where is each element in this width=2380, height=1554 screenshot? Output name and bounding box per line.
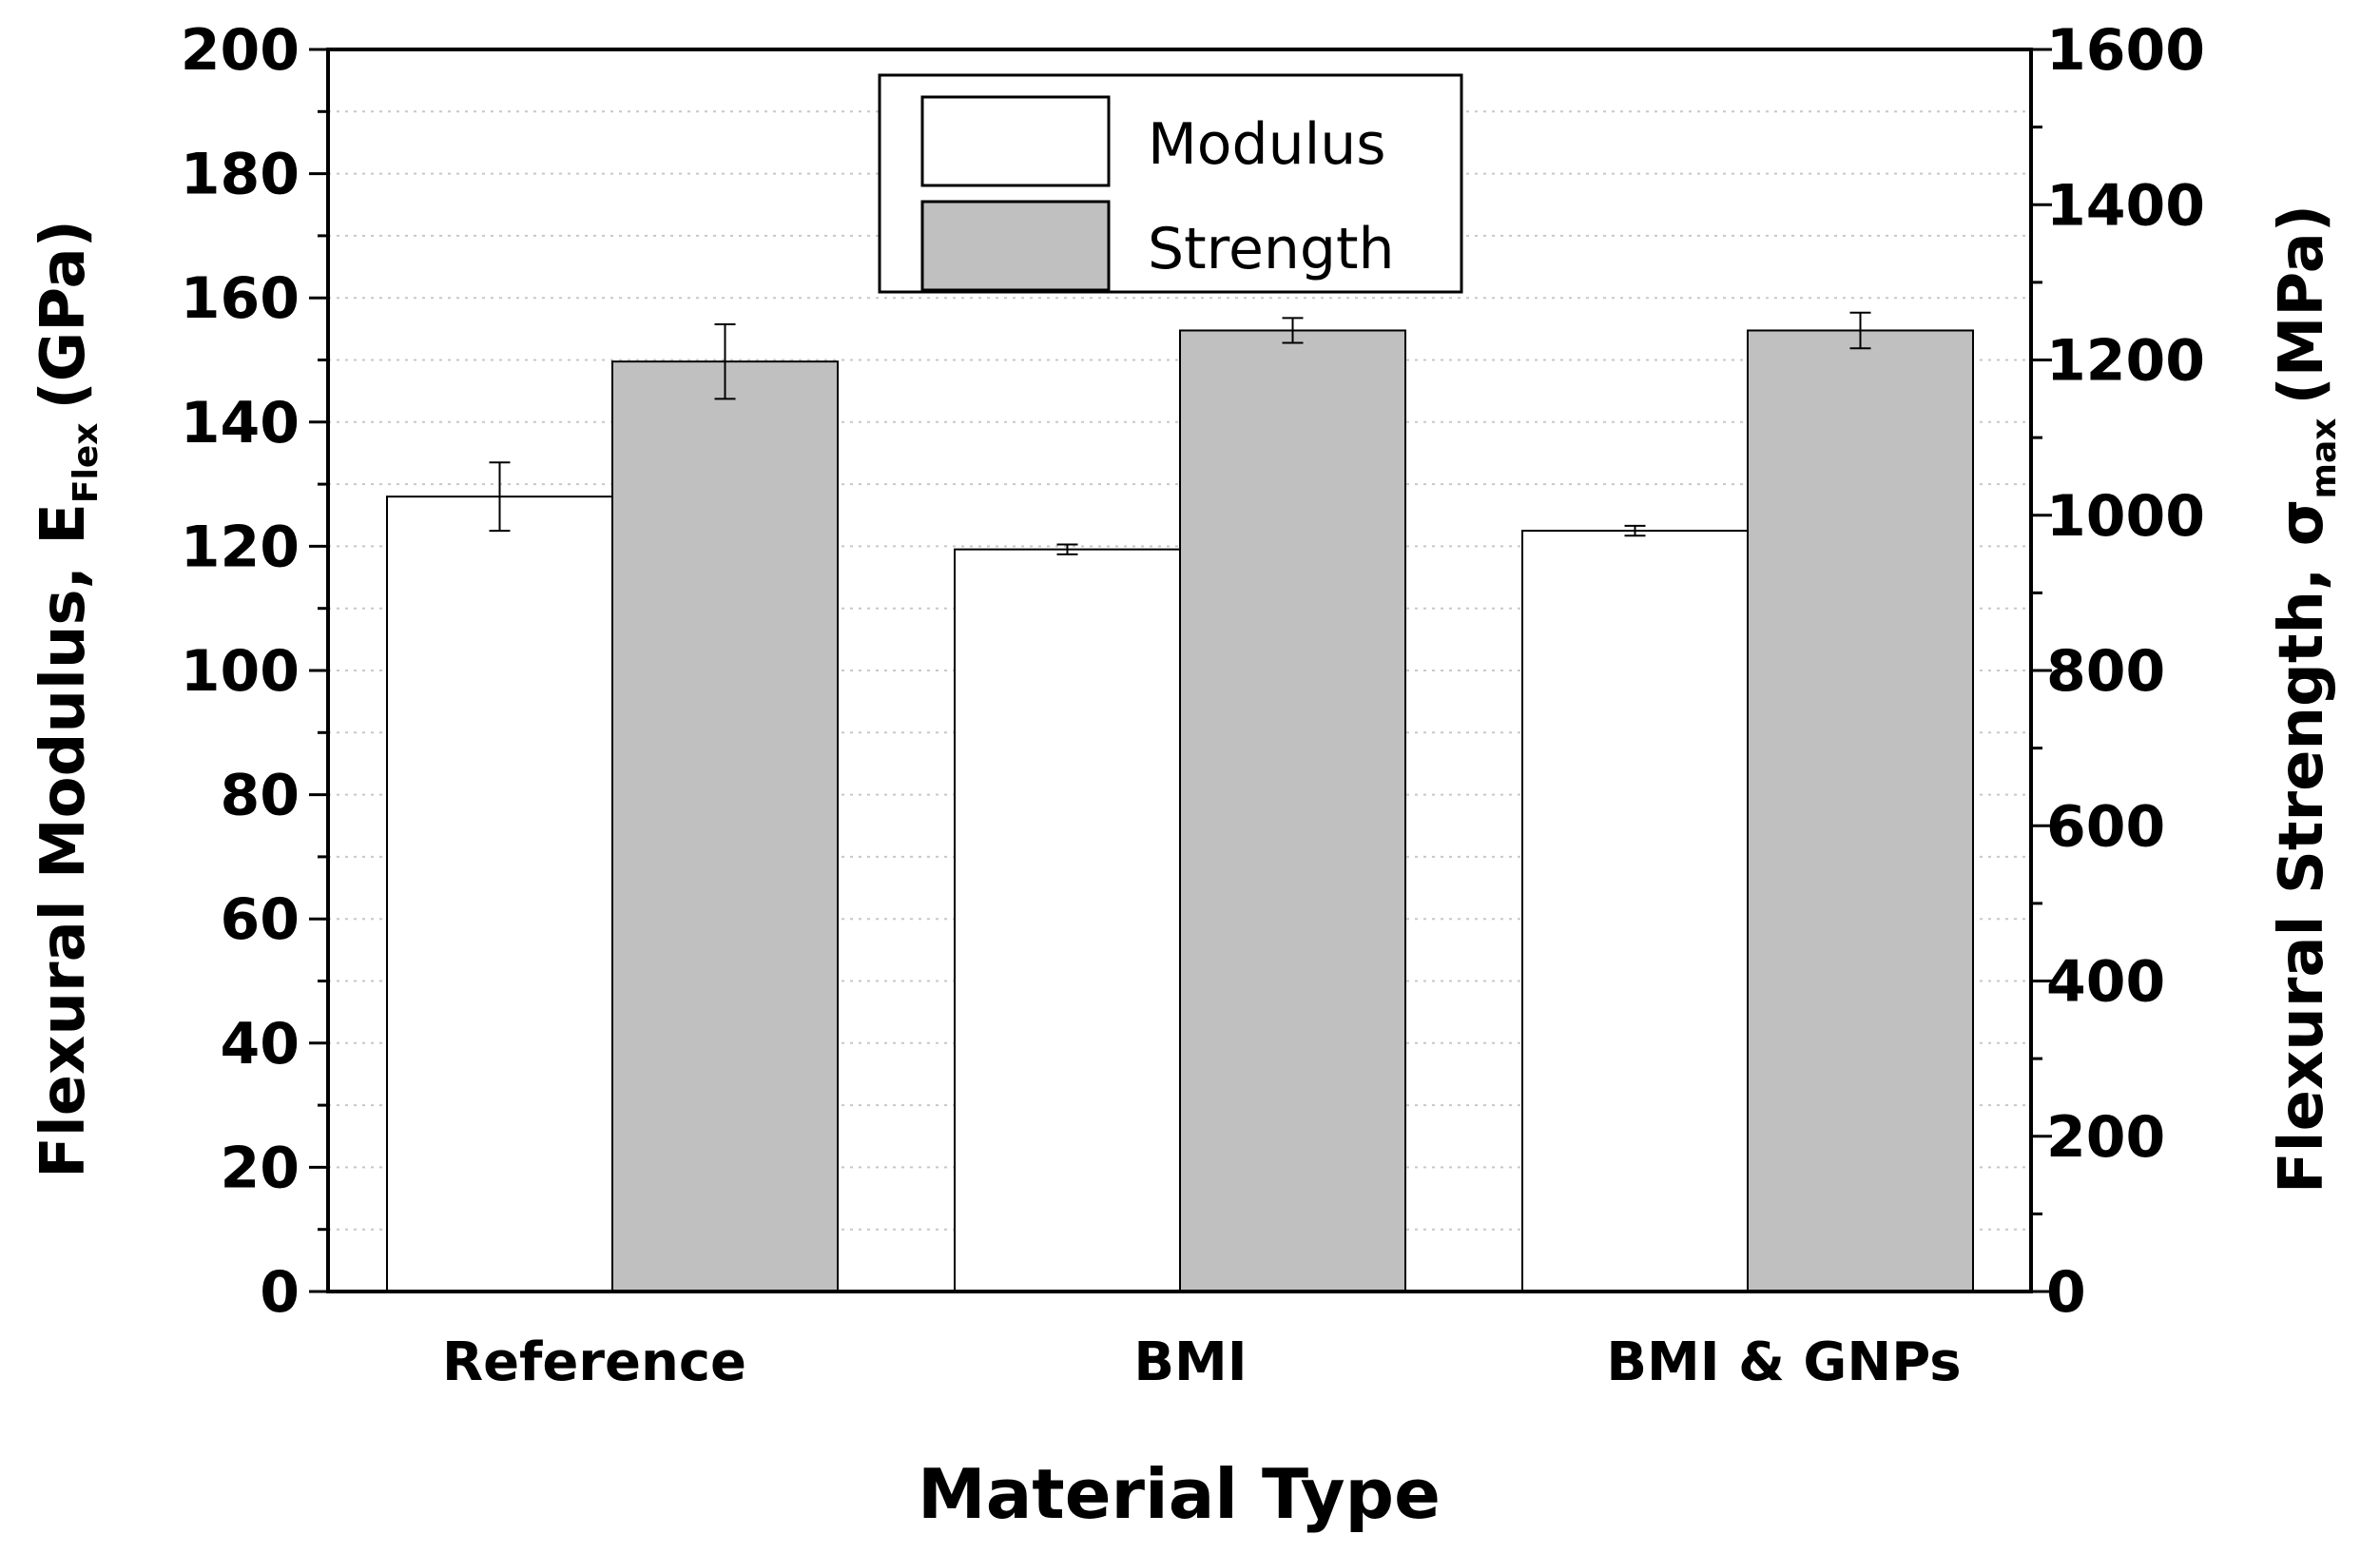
y2-axis-title-main: Flexural Strength, σ [2267,499,2337,1195]
y2-tick-label: 1400 [2046,172,2205,239]
legend-swatch-modulus [920,95,1111,187]
bar-modulus [954,548,1181,1292]
bar-strength [1179,329,1406,1293]
y-tick-label: 80 [221,763,300,829]
bar-strength [611,360,839,1292]
bar-strength [1747,329,1974,1293]
y2-tick-label: 400 [2046,949,2165,1016]
y2-tick-label: 600 [2046,793,2165,860]
y-tick-label: 120 [181,514,300,580]
y-tick-label: 160 [181,265,300,332]
y-axis-title-sub: Flex [67,423,106,504]
y2-axis-title: Flexural Strength, σmax (MPa) [2267,204,2344,1194]
category-label: Reference [442,1331,746,1393]
legend-swatch-strength [920,200,1111,292]
y2-tick-label: 1000 [2046,483,2205,550]
left-axis: 0 20 40 60 80 100 120 140 160 180 200 [181,17,328,1326]
y-axis-title: Flexural Modulus, EFlex (GPa) [29,220,106,1178]
y2-tick-label: 0 [2046,1259,2086,1326]
bar-modulus [1521,530,1749,1292]
y-tick-label: 20 [221,1135,300,1201]
error-bars [489,311,1871,555]
y2-axis-title-unit: (MPa) [2267,204,2337,405]
category-label: BMI & GNPs [1606,1331,1961,1393]
legend: Modulus Strength [878,73,1463,294]
y-tick-label: 200 [181,17,300,84]
y-tick-label: 100 [181,638,300,705]
y-tick-label: 140 [181,390,300,456]
right-axis: 0 200 400 600 800 1000 1200 1400 1600 [2031,17,2205,1326]
y2-tick-label: 1600 [2046,17,2205,84]
category-label: BMI [1133,1331,1247,1393]
y2-tick-label: 1200 [2046,328,2205,395]
y2-tick-label: 800 [2046,638,2165,705]
bars [386,329,1974,1293]
y2-tick-label: 200 [2046,1104,2165,1171]
y-tick-label: 0 [260,1259,300,1326]
y-tick-label: 40 [221,1011,300,1078]
bar-modulus [386,495,613,1292]
y-axis-title-unit: (GPa) [29,220,99,409]
y-axis-title-main: Flexural Modulus, E [29,503,99,1178]
legend-label-modulus: Modulus [1148,111,1386,178]
x-axis-title: Material Type [918,1454,1441,1534]
legend-label-strength: Strength [1148,216,1395,282]
category-labels: Reference BMI BMI & GNPs [442,1331,1962,1393]
y-tick-label: 180 [181,142,300,208]
y2-axis-title-sub: max [2305,418,2344,499]
y-tick-label: 60 [221,886,300,953]
